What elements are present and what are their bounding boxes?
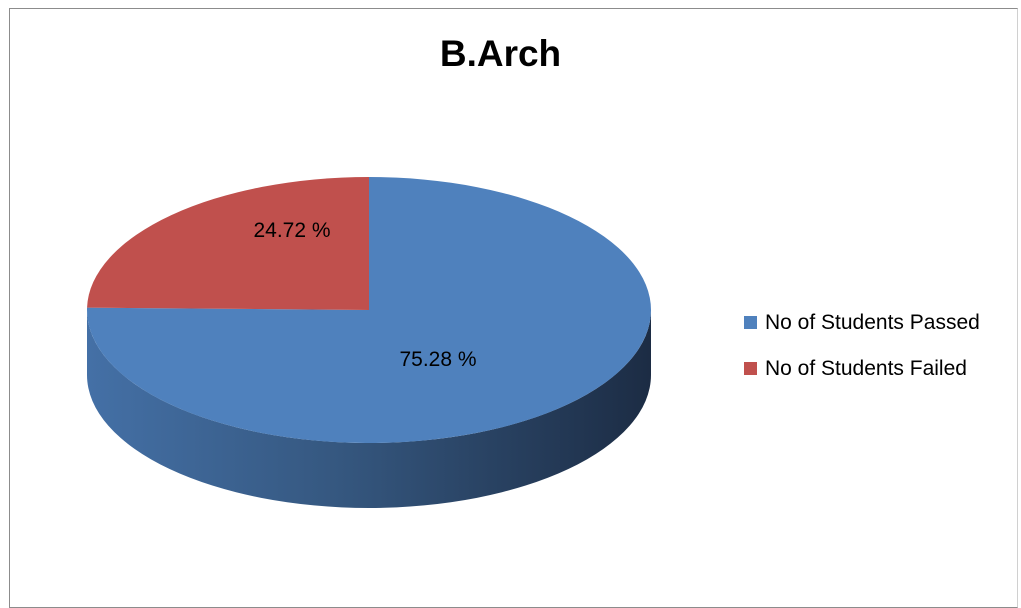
legend-label-passed: No of Students Passed xyxy=(765,310,980,334)
legend-swatch-passed xyxy=(744,316,757,329)
legend-item-failed: No of Students Failed xyxy=(744,355,980,382)
legend: No of Students Passed No of Students Fai… xyxy=(744,309,980,401)
legend-label-failed: No of Students Failed xyxy=(765,356,967,380)
slice-failed xyxy=(87,177,369,310)
legend-swatch-failed xyxy=(744,362,757,375)
data-label-passed: 75.28 % xyxy=(399,348,476,371)
pie-side-wall xyxy=(87,310,651,508)
chart-title: B.Arch xyxy=(439,33,562,74)
legend-item-passed: No of Students Passed xyxy=(744,309,980,336)
data-label-failed: 24.72 % xyxy=(253,219,330,242)
